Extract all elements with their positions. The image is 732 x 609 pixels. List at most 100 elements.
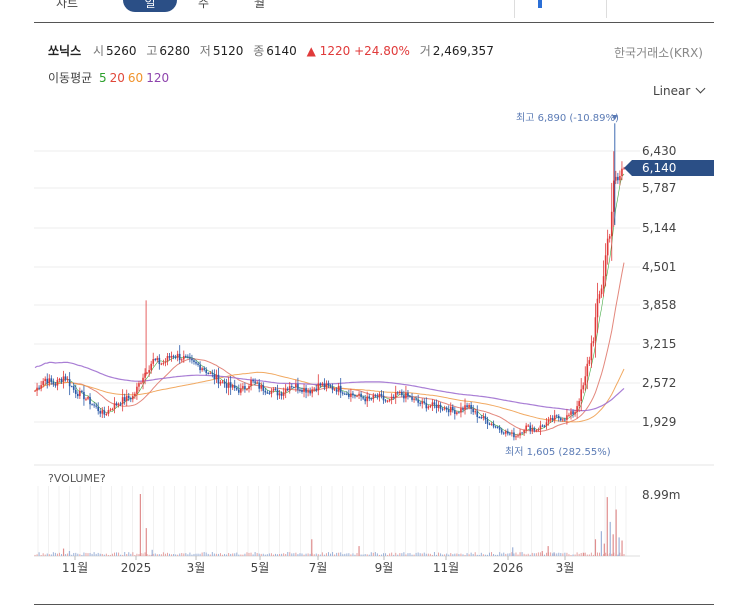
volume-bar <box>151 549 153 556</box>
ma-60-label[interactable]: 60 <box>127 71 144 85</box>
volume-bar <box>268 553 270 556</box>
high-annotation: 최고 6,890 (-10.89%) <box>516 112 619 124</box>
volume-bar <box>527 553 529 556</box>
volume-bar <box>499 552 501 556</box>
volume-bar <box>596 552 598 556</box>
candle-body <box>484 416 487 420</box>
volume-bar <box>413 554 415 556</box>
candle-body <box>313 388 316 390</box>
candle-body <box>437 404 440 408</box>
candle-body <box>435 404 438 408</box>
price-tick-label: 2,572 <box>642 376 676 390</box>
candle-body <box>178 353 181 361</box>
candle-body <box>235 388 238 390</box>
volume-bar <box>132 552 134 556</box>
candle-body <box>303 387 305 392</box>
volume-bar <box>246 552 248 556</box>
candle-body <box>594 317 597 342</box>
volume-bar <box>73 552 75 556</box>
scale-selector[interactable]: Linear <box>653 83 706 98</box>
tab-monthly[interactable]: 월 <box>254 0 266 10</box>
candle-body <box>125 395 128 402</box>
volume-bar <box>230 553 232 556</box>
tab-daily[interactable]: 일 <box>123 0 177 12</box>
volume-bar <box>62 548 65 556</box>
volume-bar <box>81 554 83 556</box>
candle-body <box>417 399 419 403</box>
candle-body <box>557 415 560 419</box>
volume-bar <box>429 553 431 556</box>
candle-body <box>358 393 360 396</box>
candle-body <box>390 396 393 400</box>
volume-bar <box>572 554 574 556</box>
candle-body <box>127 395 130 399</box>
ma-120-line <box>34 361 625 412</box>
candle-body <box>502 432 505 434</box>
volume-bar <box>423 552 425 556</box>
candle-body <box>354 395 356 397</box>
price-tick-label: 3,215 <box>642 337 676 351</box>
price-tick-label: 4,501 <box>642 260 676 274</box>
volume-bar <box>338 552 340 556</box>
volume-bar <box>177 554 179 556</box>
ma-120-label[interactable]: 120 <box>146 71 170 85</box>
candle-body <box>213 374 216 380</box>
volume-bar <box>407 553 409 556</box>
tab-chart[interactable]: 차트 <box>56 0 79 10</box>
volume-bar <box>93 552 95 556</box>
volume-bar <box>248 552 250 556</box>
candle-body <box>549 417 552 420</box>
volume-bar <box>466 553 468 556</box>
volume-bar <box>403 552 405 556</box>
volume-bar <box>547 546 549 556</box>
candle-body <box>66 379 69 381</box>
volume-bar <box>56 553 58 556</box>
volume-bar <box>535 553 537 556</box>
candle-body <box>93 404 95 406</box>
volume-bar <box>145 528 147 556</box>
close-value: 6140 <box>266 44 297 58</box>
candle-body <box>421 401 424 404</box>
candle-body <box>87 397 89 399</box>
candle-body <box>144 372 146 378</box>
tab-weekly[interactable]: 주 <box>198 0 210 10</box>
candle-body <box>301 390 303 392</box>
volume-bar <box>250 552 252 556</box>
volume-bar <box>364 554 366 556</box>
candle-body <box>123 397 126 402</box>
price-tick-label: 6,430 <box>642 144 676 158</box>
volume-bar <box>89 552 91 556</box>
ma-5-label[interactable]: 5 <box>99 71 107 85</box>
candle-body <box>99 411 102 414</box>
candle-body <box>182 356 185 360</box>
candle-body <box>470 405 472 409</box>
bottom-divider <box>34 604 714 605</box>
volume-bar <box>440 553 442 556</box>
candle-body <box>252 380 254 382</box>
candle-body <box>211 372 214 375</box>
candle-body <box>162 362 165 364</box>
candle-body <box>568 414 570 416</box>
candle-body <box>378 393 381 398</box>
candle-body <box>242 386 244 389</box>
candle-body <box>454 410 456 414</box>
volume-bar <box>234 553 236 556</box>
candle-body <box>348 393 350 397</box>
volume-bar <box>605 552 607 556</box>
volume-bar <box>272 554 274 556</box>
volume-bar <box>61 554 63 556</box>
indicator-icon[interactable] <box>538 0 542 8</box>
candle-body <box>272 389 275 391</box>
candle-body <box>555 415 558 417</box>
candle-body <box>237 389 240 393</box>
volume-bar <box>497 554 499 556</box>
volume-bar <box>456 553 458 556</box>
ma-20-label[interactable]: 20 <box>109 71 125 85</box>
volume-bar <box>277 554 279 556</box>
candle-body <box>490 423 493 425</box>
moving-average-legend: 이동평균 5 20 60 120 <box>48 69 172 86</box>
volume-bar <box>362 554 364 556</box>
candle-body <box>590 343 593 361</box>
candle-body <box>54 384 57 386</box>
